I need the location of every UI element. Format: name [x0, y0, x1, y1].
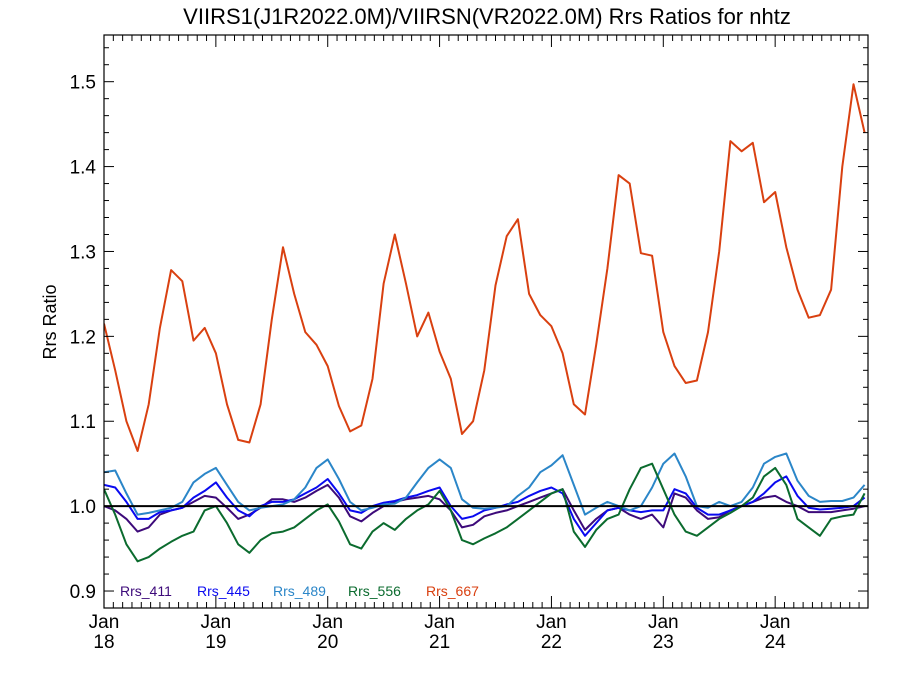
x-tick-label-month: Jan: [760, 612, 791, 633]
x-tick-label-year: 22: [541, 632, 562, 653]
plot-area: [104, 83, 868, 563]
x-tick-label-month: Jan: [424, 612, 455, 633]
x-tick-label-year: 18: [93, 632, 114, 653]
legend-item-rrs-667: Rrs_667: [426, 583, 479, 599]
legend-item-rrs-556: Rrs_556: [348, 583, 401, 599]
y-tick-label: 1.1: [70, 412, 96, 433]
x-tick-label-year: 21: [429, 632, 450, 653]
x-tick-label-year: 20: [317, 632, 338, 653]
y-tick-label: 0.9: [70, 582, 96, 603]
x-tick-label-month: Jan: [312, 612, 343, 633]
y-axis-label: Rrs Ratio: [40, 284, 60, 359]
x-tick-label-year: 19: [205, 632, 226, 653]
y-tick-label: 1.2: [70, 327, 96, 348]
x-tick-label-month: Jan: [648, 612, 679, 633]
legend-item-rrs-489: Rrs_489: [273, 583, 326, 599]
y-tick-label: 1.4: [70, 158, 97, 179]
y-axis: 0.9 1.0 1.1 1.2 1.3 1.4 1.5: [70, 47, 868, 609]
legend: Rrs_411 Rrs_445 Rrs_489 Rrs_556 Rrs_667: [120, 583, 479, 599]
series-layer: [104, 83, 866, 563]
x-tick-label-month: Jan: [536, 612, 567, 633]
series-line-rrs-667: [104, 83, 866, 452]
x-tick-label-year: 23: [653, 632, 674, 653]
y-tick-label: 1.0: [70, 497, 96, 518]
legend-item-rrs-445: Rrs_445: [197, 583, 250, 599]
legend-item-rrs-411: Rrs_411: [120, 583, 172, 599]
y-tick-label: 1.3: [70, 242, 96, 263]
chart-title: VIIRS1(J1R2022.0M)/VIIRSN(VR2022.0M) Rrs…: [183, 4, 791, 29]
x-tick-label-month: Jan: [89, 612, 120, 633]
series-line-rrs-556: [104, 462, 866, 563]
y-tick-label: 1.5: [70, 73, 96, 94]
series-line-rrs-489: [104, 452, 866, 516]
x-tick-label-year: 24: [765, 632, 787, 653]
x-tick-label-month: Jan: [201, 612, 232, 633]
